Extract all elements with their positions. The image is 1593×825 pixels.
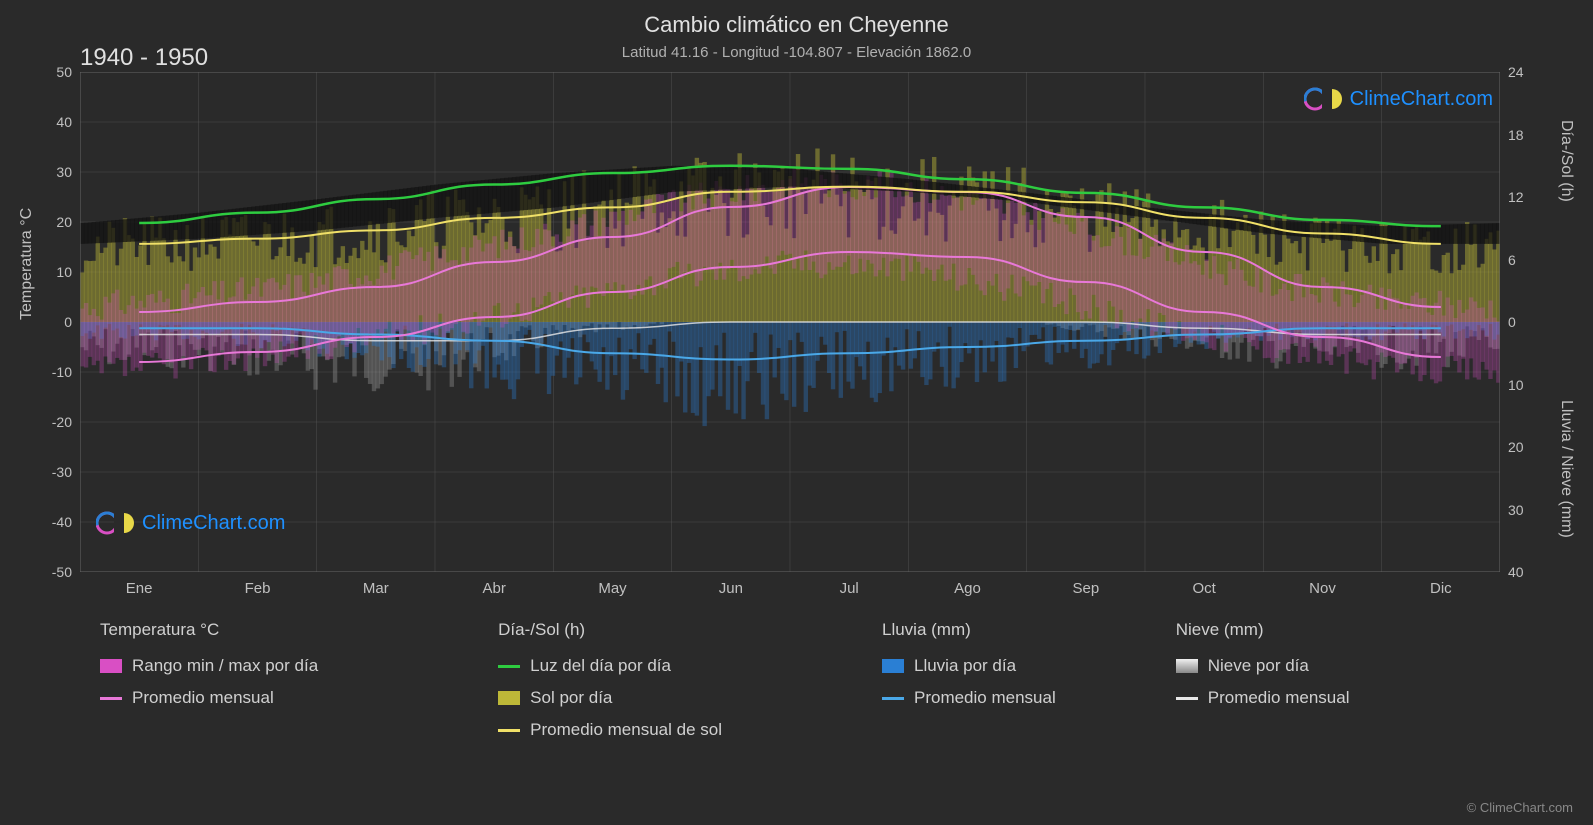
x-tick: Abr [482, 580, 505, 597]
legend-label: Rango min / max por día [132, 656, 318, 676]
legend-line [1176, 697, 1198, 700]
y-left-tick: 40 [56, 114, 72, 130]
x-tick: May [598, 580, 626, 597]
y-left-tick: -50 [52, 564, 72, 580]
legend-item: Promedio mensual [1176, 688, 1350, 708]
y-left-tick: -30 [52, 464, 72, 480]
legend-item: Rango min / max por día [100, 656, 318, 676]
x-tick: Dic [1430, 580, 1452, 597]
watermark-bottom-left: ClimeChart.com [96, 510, 285, 536]
y-right-tick: 40 [1508, 564, 1524, 580]
legend-group-daysun: Día-/Sol (h) Luz del día por día Sol por… [498, 620, 722, 740]
legend-label: Promedio mensual [132, 688, 274, 708]
legend-header: Día-/Sol (h) [498, 620, 722, 640]
y-right-axis-label-bottom: Lluvia / Nieve (mm) [1557, 400, 1575, 538]
legend: Temperatura °C Rango min / max por día P… [100, 620, 1500, 740]
legend-line [498, 729, 520, 732]
y-right-tick: 24 [1508, 64, 1524, 80]
legend-swatch [100, 659, 122, 673]
watermark-top-right: ClimeChart.com [1304, 86, 1493, 112]
legend-item: Promedio mensual [100, 688, 318, 708]
legend-header: Temperatura °C [100, 620, 318, 640]
x-tick: Oct [1192, 580, 1215, 597]
legend-label: Sol por día [530, 688, 612, 708]
legend-swatch [498, 691, 520, 705]
period-label: 1940 - 1950 [80, 44, 208, 72]
legend-swatch [1176, 659, 1198, 673]
logo-icon [1304, 86, 1344, 112]
x-tick: Jul [840, 580, 859, 597]
x-tick: Nov [1309, 580, 1336, 597]
legend-line [498, 665, 520, 668]
legend-label: Nieve por día [1208, 656, 1309, 676]
legend-item: Lluvia por día [882, 656, 1056, 676]
y-left-tick: 20 [56, 214, 72, 230]
legend-group-rain: Lluvia (mm) Lluvia por día Promedio mens… [882, 620, 1056, 740]
legend-label: Promedio mensual [1208, 688, 1350, 708]
y-right-tick: 30 [1508, 502, 1524, 518]
legend-label: Promedio mensual de sol [530, 720, 722, 740]
y-right-tick: 12 [1508, 189, 1524, 205]
y-right-tick: 20 [1508, 439, 1524, 455]
legend-item: Promedio mensual [882, 688, 1056, 708]
x-tick: Sep [1072, 580, 1099, 597]
y-right-tick: 0 [1508, 314, 1516, 330]
legend-item: Nieve por día [1176, 656, 1350, 676]
legend-group-snow: Nieve (mm) Nieve por día Promedio mensua… [1176, 620, 1350, 740]
copyright: © ClimeChart.com [1467, 800, 1573, 815]
legend-label: Promedio mensual [914, 688, 1056, 708]
x-tick: Feb [245, 580, 271, 597]
legend-header: Nieve (mm) [1176, 620, 1350, 640]
plot-svg [80, 72, 1500, 572]
y-left-axis-label: Temperatura °C [18, 208, 36, 320]
watermark-text: ClimeChart.com [1350, 88, 1493, 111]
watermark-text: ClimeChart.com [142, 512, 285, 535]
legend-item: Promedio mensual de sol [498, 720, 722, 740]
y-left-tick: -10 [52, 364, 72, 380]
legend-group-temp: Temperatura °C Rango min / max por día P… [100, 620, 318, 740]
chart-title: Cambio climático en Cheyenne [0, 0, 1593, 38]
legend-line [100, 697, 122, 700]
legend-line [882, 697, 904, 700]
logo-icon [96, 510, 136, 536]
y-left-tick: -20 [52, 414, 72, 430]
y-left-tick: 50 [56, 64, 72, 80]
legend-item: Sol por día [498, 688, 722, 708]
y-left-tick: -40 [52, 514, 72, 530]
legend-label: Lluvia por día [914, 656, 1016, 676]
chart-subtitle: Latitud 41.16 - Longitud -104.807 - Elev… [0, 38, 1593, 61]
y-right-axis-label-top: Día-/Sol (h) [1557, 120, 1575, 202]
legend-label: Luz del día por día [530, 656, 671, 676]
legend-item: Luz del día por día [498, 656, 722, 676]
y-left-tick: 30 [56, 164, 72, 180]
legend-header: Lluvia (mm) [882, 620, 1056, 640]
chart-container: Cambio climático en Cheyenne Latitud 41.… [0, 0, 1593, 825]
x-tick: Ene [126, 580, 153, 597]
plot-area: -50-40-30-20-100102030405006121824102030… [80, 72, 1500, 572]
y-left-tick: 0 [64, 314, 72, 330]
legend-swatch [882, 659, 904, 673]
y-left-tick: 10 [56, 264, 72, 280]
y-right-tick: 6 [1508, 252, 1516, 268]
y-right-tick: 18 [1508, 127, 1524, 143]
x-tick: Mar [363, 580, 389, 597]
x-tick: Ago [954, 580, 981, 597]
x-tick: Jun [719, 580, 743, 597]
y-right-tick: 10 [1508, 377, 1524, 393]
